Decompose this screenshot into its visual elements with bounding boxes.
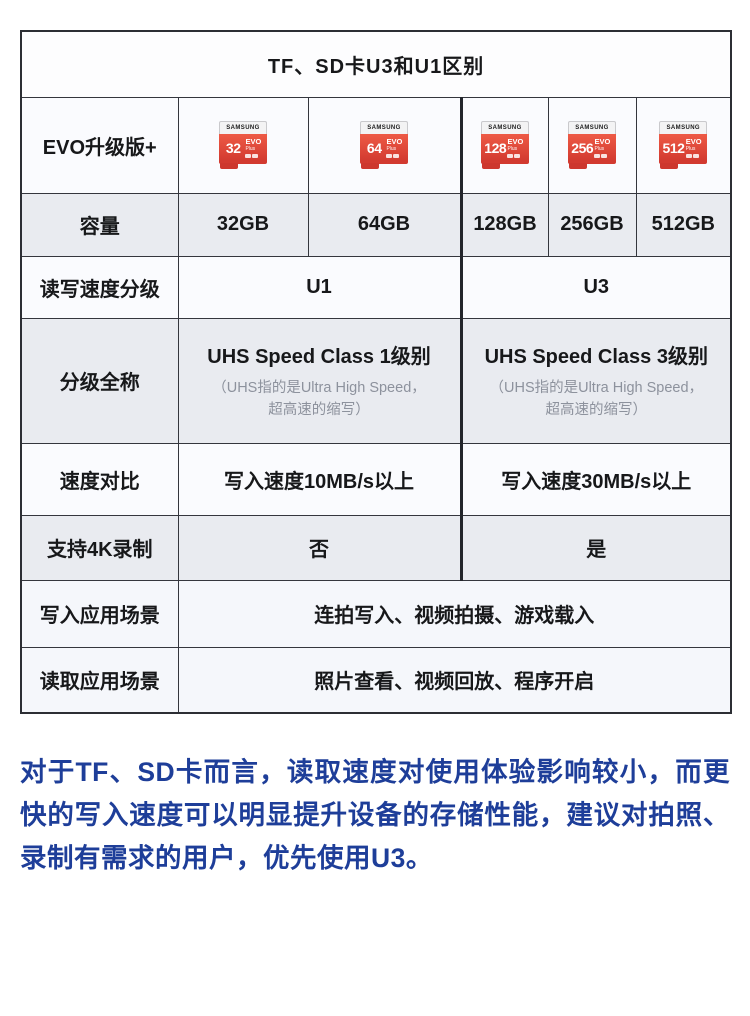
capacity-value: 32GB xyxy=(177,192,309,257)
card-speed-badges xyxy=(245,153,259,158)
card-notch xyxy=(482,163,500,169)
row-label-capacity: 容量 xyxy=(20,192,179,257)
product-cell-64gb: SAMSUNG 64 EVO Plus xyxy=(307,96,462,194)
card-notch xyxy=(220,163,238,169)
product-cell-512gb: SAMSUNG 512 EVO Plus xyxy=(635,96,732,194)
row-label-read-scenarios: 读取应用场景 xyxy=(20,646,179,714)
card-speed-badges xyxy=(594,153,608,158)
card-brand: SAMSUNG xyxy=(226,125,260,131)
card-brand: SAMSUNG xyxy=(575,125,609,131)
card-plus-label: Plus xyxy=(685,145,696,152)
card-plus-label: Plus xyxy=(594,145,605,152)
card-plus-label: Plus xyxy=(245,145,256,152)
card-capacity: 32 xyxy=(225,140,241,156)
row-label-products: EVO升级版+ xyxy=(20,96,179,194)
sd-card-icon: SAMSUNG 128 EVO Plus xyxy=(481,121,529,169)
card-brand: SAMSUNG xyxy=(488,125,522,131)
capacity-value: 128GB xyxy=(459,192,549,257)
page-title: TF、SD卡U3和U1区别 xyxy=(20,30,732,98)
u3-fullname-note: （UHS指的是Ultra High Speed， 超高速的缩写） xyxy=(489,379,704,418)
supports-4k-u3: 是 xyxy=(459,514,732,581)
card-capacity: 128 xyxy=(484,140,507,156)
card-evo-label: EVO xyxy=(507,137,524,146)
page-content: TF、SD卡U3和U1区别 EVO升级版+ SAMSUNG 32 EVO Plus… xyxy=(20,30,733,714)
class-fullname-u3: UHS Speed Class 3级别 （UHS指的是Ultra High Sp… xyxy=(459,317,732,444)
card-capacity: 256 xyxy=(571,140,594,156)
capacity-value: 256GB xyxy=(547,192,637,257)
card-speed-badges xyxy=(685,153,699,158)
sd-card-icon: SAMSUNG 64 EVO Plus xyxy=(360,121,408,169)
speed-compare-u1: 写入速度10MB/s以上 xyxy=(177,442,462,516)
comparison-table: TF、SD卡U3和U1区别 EVO升级版+ SAMSUNG 32 EVO Plus… xyxy=(20,30,733,714)
footer-note: 对于TF、SD卡而言，读取速度对使用体验影响较小，而更快的写入速度可以明显提升设… xyxy=(20,757,730,874)
card-speed-badges xyxy=(507,153,521,158)
card-evo-label: EVO xyxy=(245,137,262,146)
row-label-speed-class: 读写速度分级 xyxy=(20,255,179,319)
product-cell-128gb: SAMSUNG 128 EVO Plus xyxy=(459,96,549,194)
speed-class-u1: U1 xyxy=(177,255,462,319)
speed-compare-u3: 写入速度30MB/s以上 xyxy=(459,442,732,516)
card-evo-label: EVO xyxy=(386,137,403,146)
capacity-value: 512GB xyxy=(635,192,732,257)
card-brand: SAMSUNG xyxy=(367,125,401,131)
speed-class-u3: U3 xyxy=(459,255,732,319)
u1-fullname-title: UHS Speed Class 1级别 xyxy=(207,345,431,368)
read-scenarios-value: 照片查看、视频回放、程序开启 xyxy=(177,646,732,714)
row-label-class-fullname: 分级全称 xyxy=(20,317,179,444)
card-capacity: 64 xyxy=(366,140,382,156)
u3-fullname-title: UHS Speed Class 3级别 xyxy=(484,345,708,368)
supports-4k-u1: 否 xyxy=(177,514,462,581)
u1-fullname-note: （UHS指的是Ultra High Speed， 超高速的缩写） xyxy=(212,379,426,418)
card-evo-label: EVO xyxy=(685,137,702,146)
card-plus-label: Plus xyxy=(507,145,518,152)
row-label-speed-compare: 速度对比 xyxy=(20,442,179,516)
card-notch xyxy=(569,163,587,169)
card-capacity: 512 xyxy=(662,140,685,156)
card-evo-label: EVO xyxy=(594,137,611,146)
card-notch xyxy=(660,163,679,169)
product-cell-32gb: SAMSUNG 32 EVO Plus xyxy=(177,96,309,194)
write-scenarios-value: 连拍写入、视频拍摄、游戏载入 xyxy=(177,579,732,648)
card-plus-label: Plus xyxy=(386,145,397,152)
row-label-write-scenarios: 写入应用场景 xyxy=(20,579,179,648)
card-speed-badges xyxy=(386,153,400,158)
sd-card-icon: SAMSUNG 256 EVO Plus xyxy=(568,121,616,169)
class-fullname-u1: UHS Speed Class 1级别 （UHS指的是Ultra High Sp… xyxy=(177,317,462,444)
product-cell-256gb: SAMSUNG 256 EVO Plus xyxy=(547,96,637,194)
capacity-value: 64GB xyxy=(307,192,462,257)
row-label-4k-support: 支持4K录制 xyxy=(20,514,179,581)
sd-card-icon: SAMSUNG 512 EVO Plus xyxy=(659,121,708,169)
card-brand: SAMSUNG xyxy=(666,125,700,131)
sd-card-icon: SAMSUNG 32 EVO Plus xyxy=(219,121,267,169)
card-notch xyxy=(361,163,379,169)
